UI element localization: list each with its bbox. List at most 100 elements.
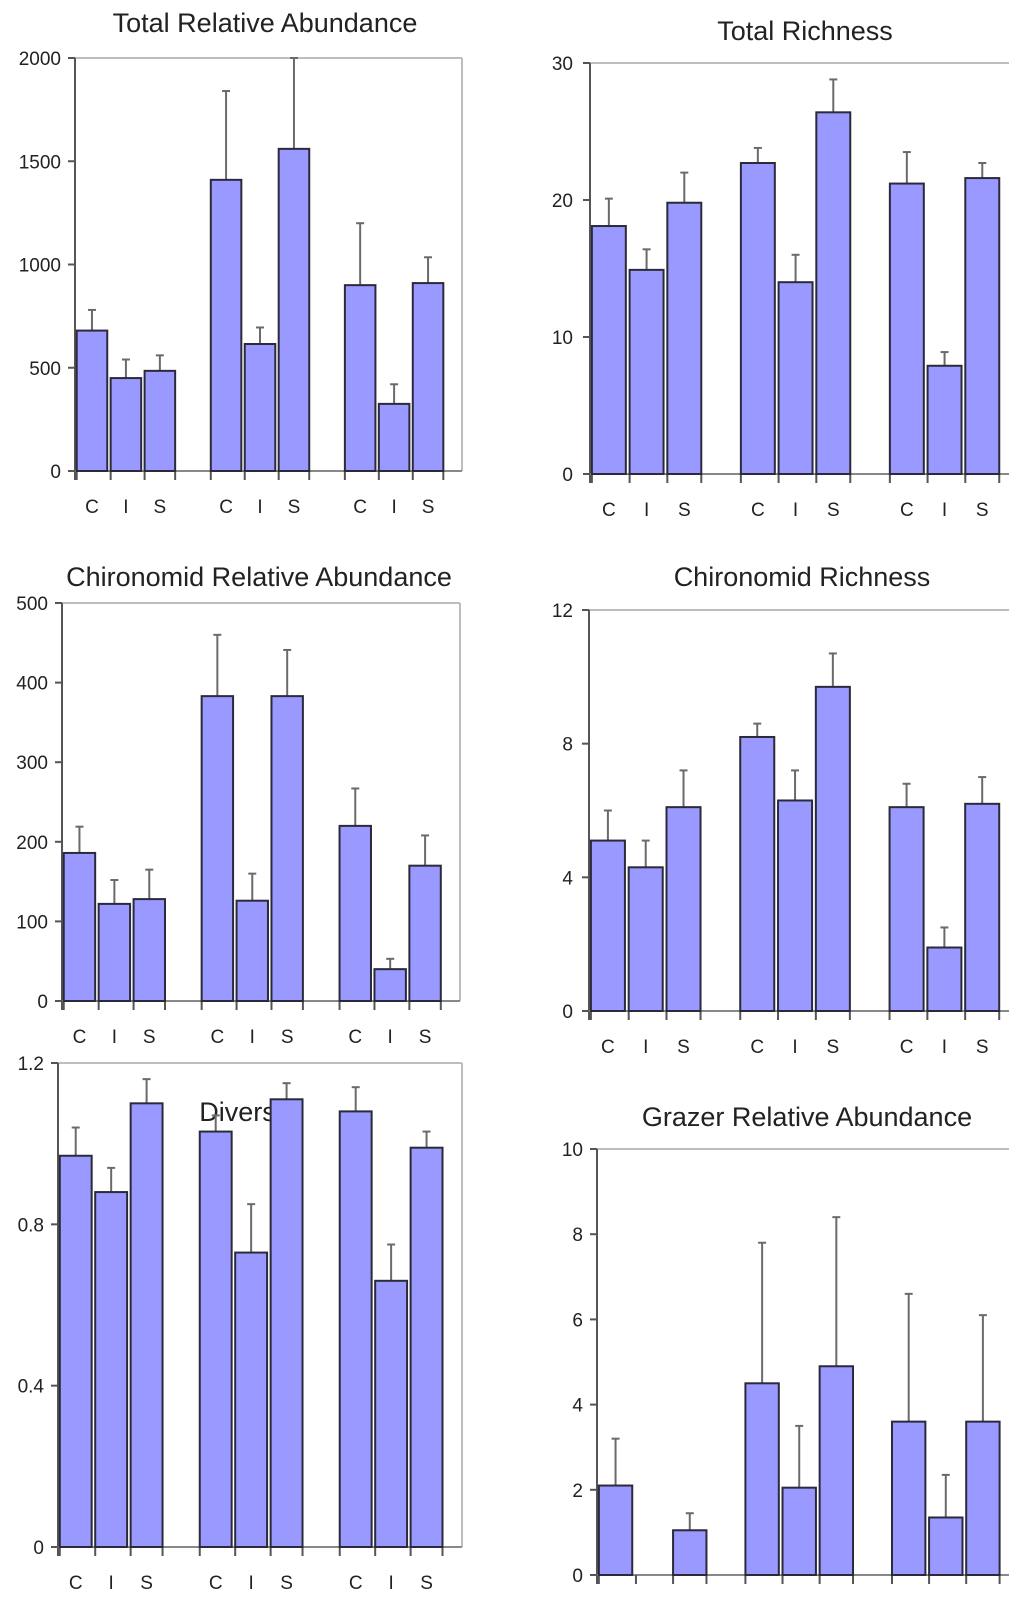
- bar: [964, 177, 1001, 476]
- x-tick-label: C: [219, 497, 233, 518]
- y-tick-label: 500: [29, 359, 61, 380]
- bar: [814, 685, 851, 1012]
- bar: [597, 1484, 634, 1577]
- x-tick-label: S: [288, 497, 301, 518]
- x-tick-label: S: [140, 1573, 153, 1594]
- y-tick-label: 2000: [19, 49, 61, 70]
- panel-grazer-relative-abundance: Grazer Relative Abundance 0246810CISCISC…: [562, 1102, 1009, 1587]
- y-tick-label: 0: [562, 1002, 573, 1023]
- x-tick-label: C: [750, 1037, 764, 1058]
- y-tick-label: 0: [562, 465, 573, 486]
- y-tick-label: 0.4: [18, 1377, 45, 1398]
- bar: [589, 839, 626, 1013]
- x-tick-label: I: [942, 1037, 947, 1058]
- x-tick-label: S: [827, 500, 840, 521]
- y-tick-label: 500: [16, 594, 48, 615]
- bar: [129, 1102, 164, 1549]
- x-tick-label: C: [73, 1027, 87, 1048]
- bar: [243, 343, 277, 472]
- bar: [888, 182, 925, 475]
- y-tick-label: 8: [562, 735, 573, 756]
- y-tick-label: 4: [562, 868, 573, 889]
- x-tick-label: S: [154, 497, 167, 518]
- x-tick-label: C: [85, 497, 99, 518]
- bar: [590, 225, 627, 475]
- bar: [739, 735, 776, 1012]
- bar: [627, 866, 664, 1013]
- x-tick-label: C: [353, 497, 367, 518]
- x-tick-label: C: [601, 1037, 615, 1058]
- bar: [270, 695, 304, 1003]
- x-tick-label: S: [678, 500, 691, 521]
- y-tick-label: 10: [552, 328, 573, 349]
- x-tick-label: S: [419, 1027, 432, 1048]
- bar: [377, 402, 411, 473]
- bar: [777, 799, 814, 1012]
- x-tick-label: C: [209, 1573, 223, 1594]
- bar: [338, 824, 372, 1002]
- x-tick-label: C: [348, 1027, 362, 1048]
- bar: [411, 282, 445, 472]
- bar: [209, 178, 243, 473]
- y-tick-label: 1000: [19, 256, 61, 277]
- x-tick-label: C: [349, 1573, 363, 1594]
- panel-total-relative-abundance: Total Relative Abundance 0 500 1000 1500 200…: [19, 8, 463, 518]
- x-tick-label: I: [250, 1027, 255, 1048]
- bar: [818, 1365, 855, 1577]
- panel-chironomid-relative-abundance: Chironomid Relative Abundance 0 100 200 300…: [16, 562, 461, 1048]
- panel-title: Total Relative Abundance: [113, 8, 418, 38]
- x-tick-label: S: [976, 1037, 989, 1058]
- bar: [965, 1420, 1001, 1577]
- x-tick-label: S: [976, 500, 989, 521]
- x-tick-label: I: [109, 1573, 114, 1594]
- bar: [739, 162, 776, 475]
- x-tick-label: I: [388, 1027, 393, 1048]
- bar: [109, 377, 143, 473]
- panel-title: Grazer Relative Abundance: [642, 1102, 972, 1132]
- panel-total-richness: Total Richness 0 10 20 30 C I S C I S C I S: [552, 16, 1009, 521]
- y-tick-label: 8: [572, 1225, 583, 1246]
- bar: [888, 806, 925, 1012]
- bar: [926, 364, 963, 475]
- bar: [198, 1130, 233, 1548]
- x-tick-label: I: [388, 1573, 393, 1594]
- x-tick-label: I: [792, 1037, 797, 1058]
- bar: [338, 1110, 373, 1549]
- x-tick-label: I: [248, 1573, 253, 1594]
- y-tick-label: 0: [50, 462, 61, 483]
- bar: [890, 1420, 927, 1577]
- x-tick-label: S: [422, 497, 435, 518]
- bar: [343, 284, 377, 472]
- x-tick-label: I: [793, 500, 798, 521]
- panel-title: Chironomid Richness: [674, 562, 931, 592]
- x-tick-label: S: [420, 1573, 433, 1594]
- bar: [815, 111, 852, 475]
- bar: [373, 968, 407, 1002]
- bar: [269, 1098, 304, 1549]
- y-tick-label: 20: [552, 191, 573, 212]
- bar: [408, 864, 442, 1002]
- bar: [665, 806, 702, 1012]
- y-tick-label: 200: [16, 833, 48, 854]
- bar: [744, 1382, 780, 1577]
- bar: [672, 1529, 708, 1577]
- x-tick-label: I: [257, 497, 262, 518]
- bar: [928, 1516, 964, 1576]
- bar: [374, 1279, 409, 1549]
- bar: [409, 1146, 444, 1548]
- bar: [234, 1251, 269, 1548]
- bar: [666, 201, 703, 476]
- bar: [132, 898, 166, 1002]
- x-tick-label: I: [112, 1027, 117, 1048]
- x-tick-label: I: [942, 500, 947, 521]
- y-tick-label: 0: [572, 1566, 583, 1587]
- bar: [628, 268, 665, 475]
- bar: [964, 802, 1001, 1012]
- y-tick-label: 0: [33, 1538, 44, 1559]
- x-tick-label: C: [900, 500, 914, 521]
- x-tick-label: S: [280, 1573, 293, 1594]
- bar: [200, 695, 235, 1003]
- x-tick-label: C: [900, 1037, 914, 1058]
- y-tick-label: 1500: [19, 152, 61, 173]
